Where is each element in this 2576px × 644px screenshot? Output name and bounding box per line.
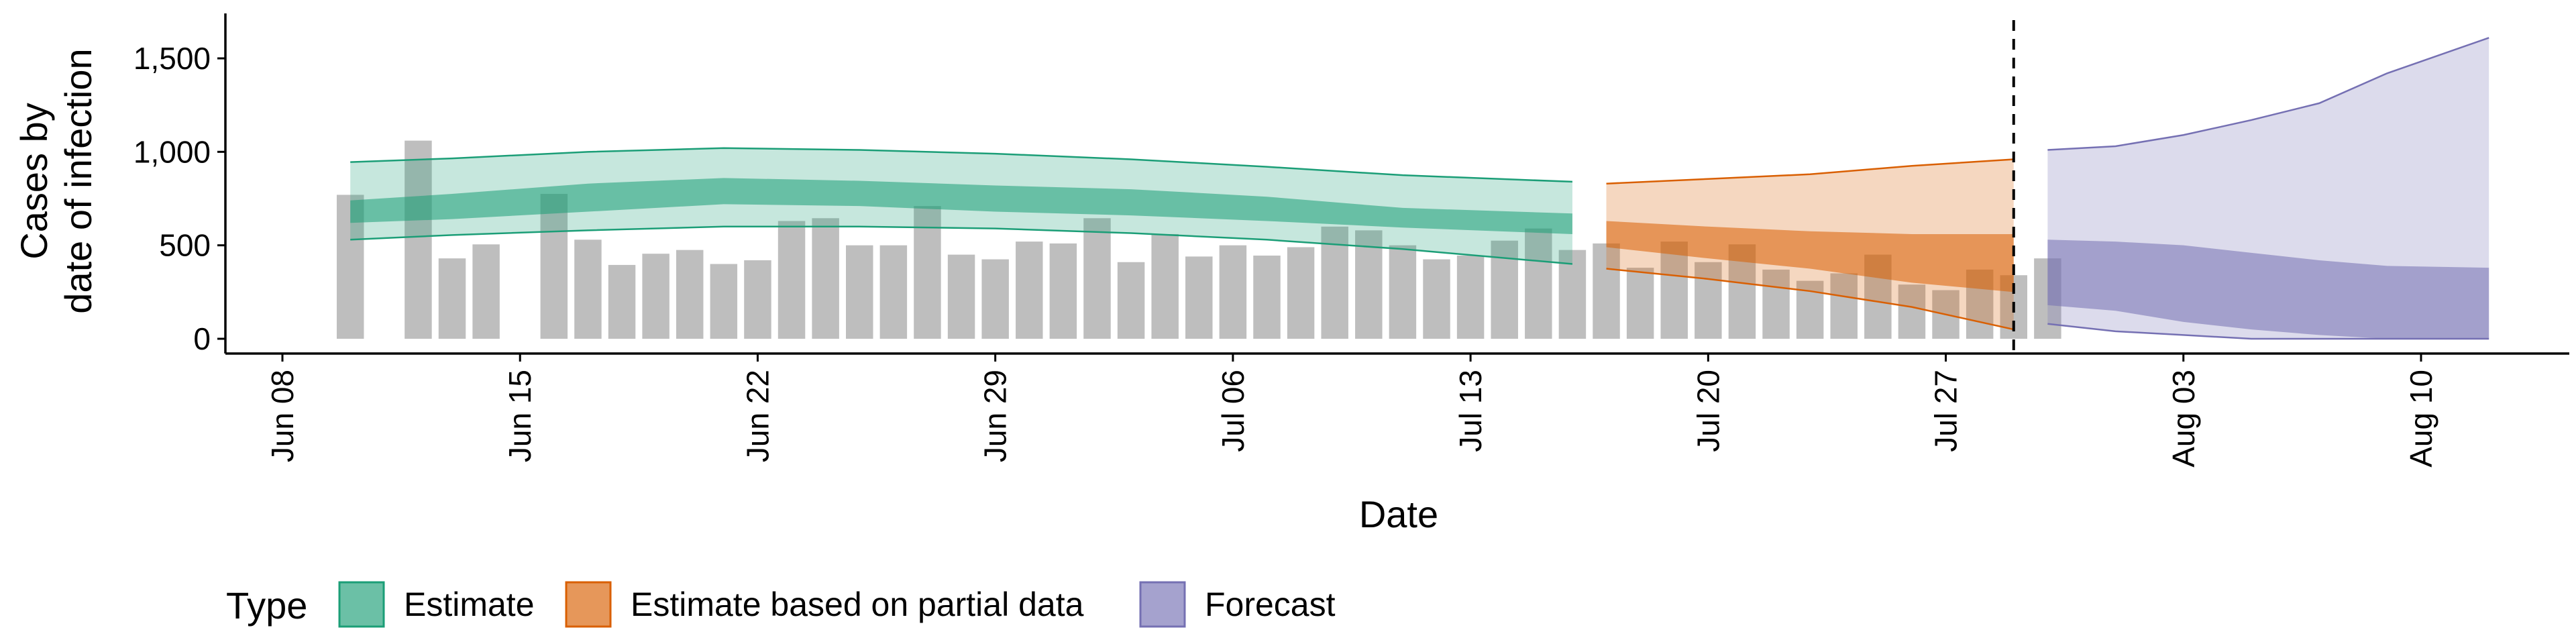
x-tick-label: Jul 27 (1929, 370, 1964, 452)
y-tick-label: 500 (159, 228, 211, 263)
legend: Type Estimate Estimate based on partial d… (226, 581, 1336, 628)
x-tick-label: Aug 03 (2166, 370, 2201, 468)
band-edge-upper (1606, 158, 2014, 184)
case-bar (1525, 228, 1552, 339)
legend-title: Type (226, 584, 307, 627)
x-tick-label: Aug 10 (2404, 370, 2438, 468)
band-edge-upper (350, 147, 1572, 183)
x-tick-label: Jun 29 (978, 370, 1013, 462)
case-bar (947, 254, 975, 339)
case-bar (812, 218, 839, 339)
case-bar (1593, 243, 1620, 339)
case-bar (405, 140, 432, 339)
legend-swatch (565, 581, 612, 628)
x-tick-label: Jun 22 (740, 370, 775, 462)
x-tick-label: Jul 13 (1453, 370, 1488, 452)
case-bar (1253, 255, 1281, 339)
y-axis-title: Cases by date of infection (13, 48, 99, 313)
case-bar (1049, 243, 1077, 339)
case-bar (1695, 262, 1722, 339)
case-bar (710, 264, 738, 339)
axes-layer: 0 500 1,000 1,500 Jun 08 Jun 15 Jun 22 Jun 29 Ju… (133, 13, 2569, 468)
y-tick-label: 1,000 (133, 134, 211, 169)
band-edge-upper (2047, 37, 2489, 151)
legend-label: Estimate (404, 586, 535, 623)
band-edge-lower (350, 225, 1573, 265)
case-bar (1083, 218, 1111, 339)
band-inner (2047, 239, 2489, 339)
case-bar (1389, 245, 1417, 339)
case-bar (438, 258, 466, 339)
case-bar (608, 264, 636, 339)
case-bar (1219, 245, 1247, 339)
case-bar (846, 245, 873, 339)
y-axis-title-line2: date of infection (57, 48, 99, 313)
legend-label: Forecast (1205, 586, 1336, 623)
case-bar (1762, 269, 1790, 339)
case-bar (676, 250, 704, 339)
case-bar (1185, 256, 1213, 339)
y-tick-label: 0 (193, 321, 211, 356)
case-bar (1423, 259, 1450, 339)
band-edge-lower (2047, 323, 2489, 340)
case-bar (1287, 247, 1315, 339)
legend-label: Estimate based on partial data (631, 586, 1084, 623)
case-bar (1830, 273, 1858, 339)
x-tick-label: Jun 08 (265, 370, 300, 462)
case-bar (777, 221, 806, 339)
case-bar (744, 260, 771, 339)
x-tick-label: Jun 15 (502, 370, 537, 462)
case-bar (879, 245, 908, 339)
case-bar (1355, 230, 1383, 339)
x-tick-label: Jul 20 (1690, 370, 1725, 452)
legend-swatch (1139, 581, 1186, 628)
case-bar (1151, 233, 1179, 339)
case-bar (1626, 268, 1654, 339)
case-bar (540, 194, 568, 339)
case-bar (981, 259, 1009, 339)
case-bar (1898, 284, 1926, 339)
bands-layer (350, 37, 2489, 340)
legend-swatch (338, 581, 385, 628)
y-tick-label: 1,500 (133, 41, 211, 76)
case-bar (1558, 250, 1587, 339)
band-inner (350, 178, 1572, 234)
x-tick-label: Jul 06 (1216, 370, 1250, 452)
case-bar (574, 239, 602, 339)
case-bar (1016, 241, 1043, 339)
case-bar (472, 244, 500, 339)
band-edge-lower (1606, 268, 2015, 331)
case-bar (642, 254, 669, 339)
case-bar (1660, 241, 1688, 339)
band-inner (1606, 221, 2014, 292)
case-bar (1117, 262, 1145, 339)
x-axis-title: Date (1359, 493, 1438, 535)
y-axis-title-line1: Cases by (13, 103, 55, 259)
case-bar (1456, 255, 1485, 339)
